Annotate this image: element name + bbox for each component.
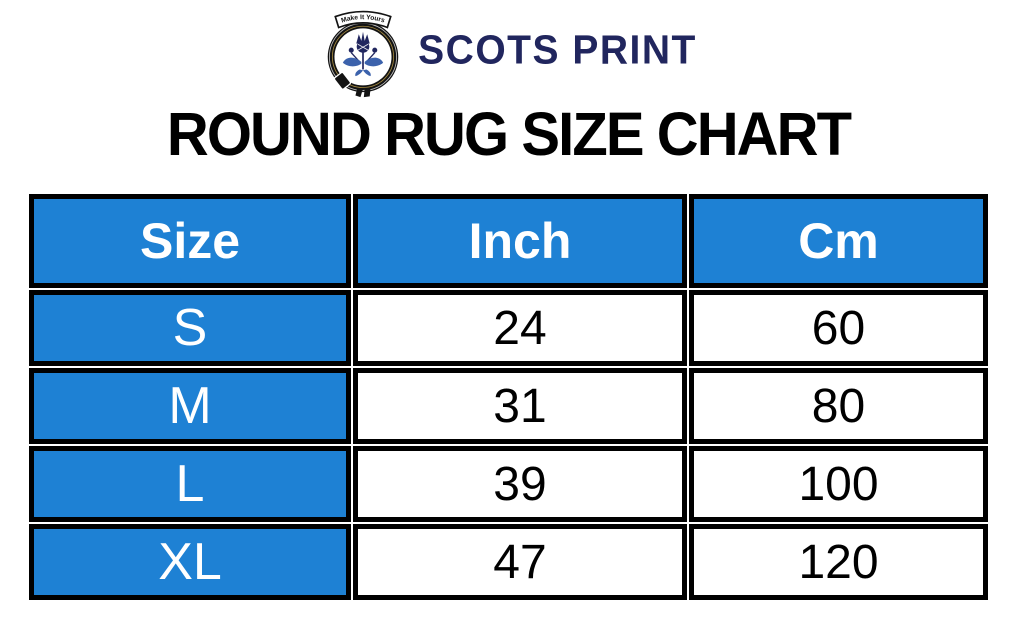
- column-header-inch: Inch: [353, 194, 687, 289]
- inch-cell: 24: [353, 290, 687, 367]
- size-chart-table: Size Inch Cm S 24 60 M 31 80 L 39 100 XL…: [27, 192, 990, 602]
- cm-cell: 100: [689, 446, 988, 523]
- brand-header: Make It Yours SCOTS PRINT: [0, 0, 1017, 97]
- column-header-cm: Cm: [689, 194, 988, 289]
- banner-tagline: Make It Yours: [341, 14, 386, 25]
- clan-crest-icon: Make It Yours: [327, 10, 399, 97]
- brand-name: SCOTS PRINT: [418, 27, 697, 73]
- banner-ribbon: Make It Yours: [334, 10, 392, 29]
- size-cell: S: [29, 290, 351, 367]
- table-row-m: M 31 80: [29, 368, 988, 445]
- table-row-l: L 39 100: [29, 446, 988, 523]
- inch-cell: 31: [353, 368, 687, 445]
- table-header-row: Size Inch Cm: [29, 194, 988, 289]
- thistle-icon: [343, 31, 384, 76]
- svg-text:Make It Yours: Make It Yours: [341, 14, 386, 25]
- cm-cell: 120: [689, 524, 988, 601]
- size-cell: L: [29, 446, 351, 523]
- table-row-xl: XL 47 120: [29, 524, 988, 601]
- inch-cell: 39: [353, 446, 687, 523]
- table-row-s: S 24 60: [29, 290, 988, 367]
- cm-cell: 80: [689, 368, 988, 445]
- size-cell: M: [29, 368, 351, 445]
- inch-cell: 47: [353, 524, 687, 601]
- column-header-size: Size: [29, 194, 351, 289]
- size-cell: XL: [29, 524, 351, 601]
- crest-buckle: [333, 71, 371, 97]
- page-title: ROUND RUG SIZE CHART: [166, 100, 852, 168]
- cm-cell: 60: [689, 290, 988, 367]
